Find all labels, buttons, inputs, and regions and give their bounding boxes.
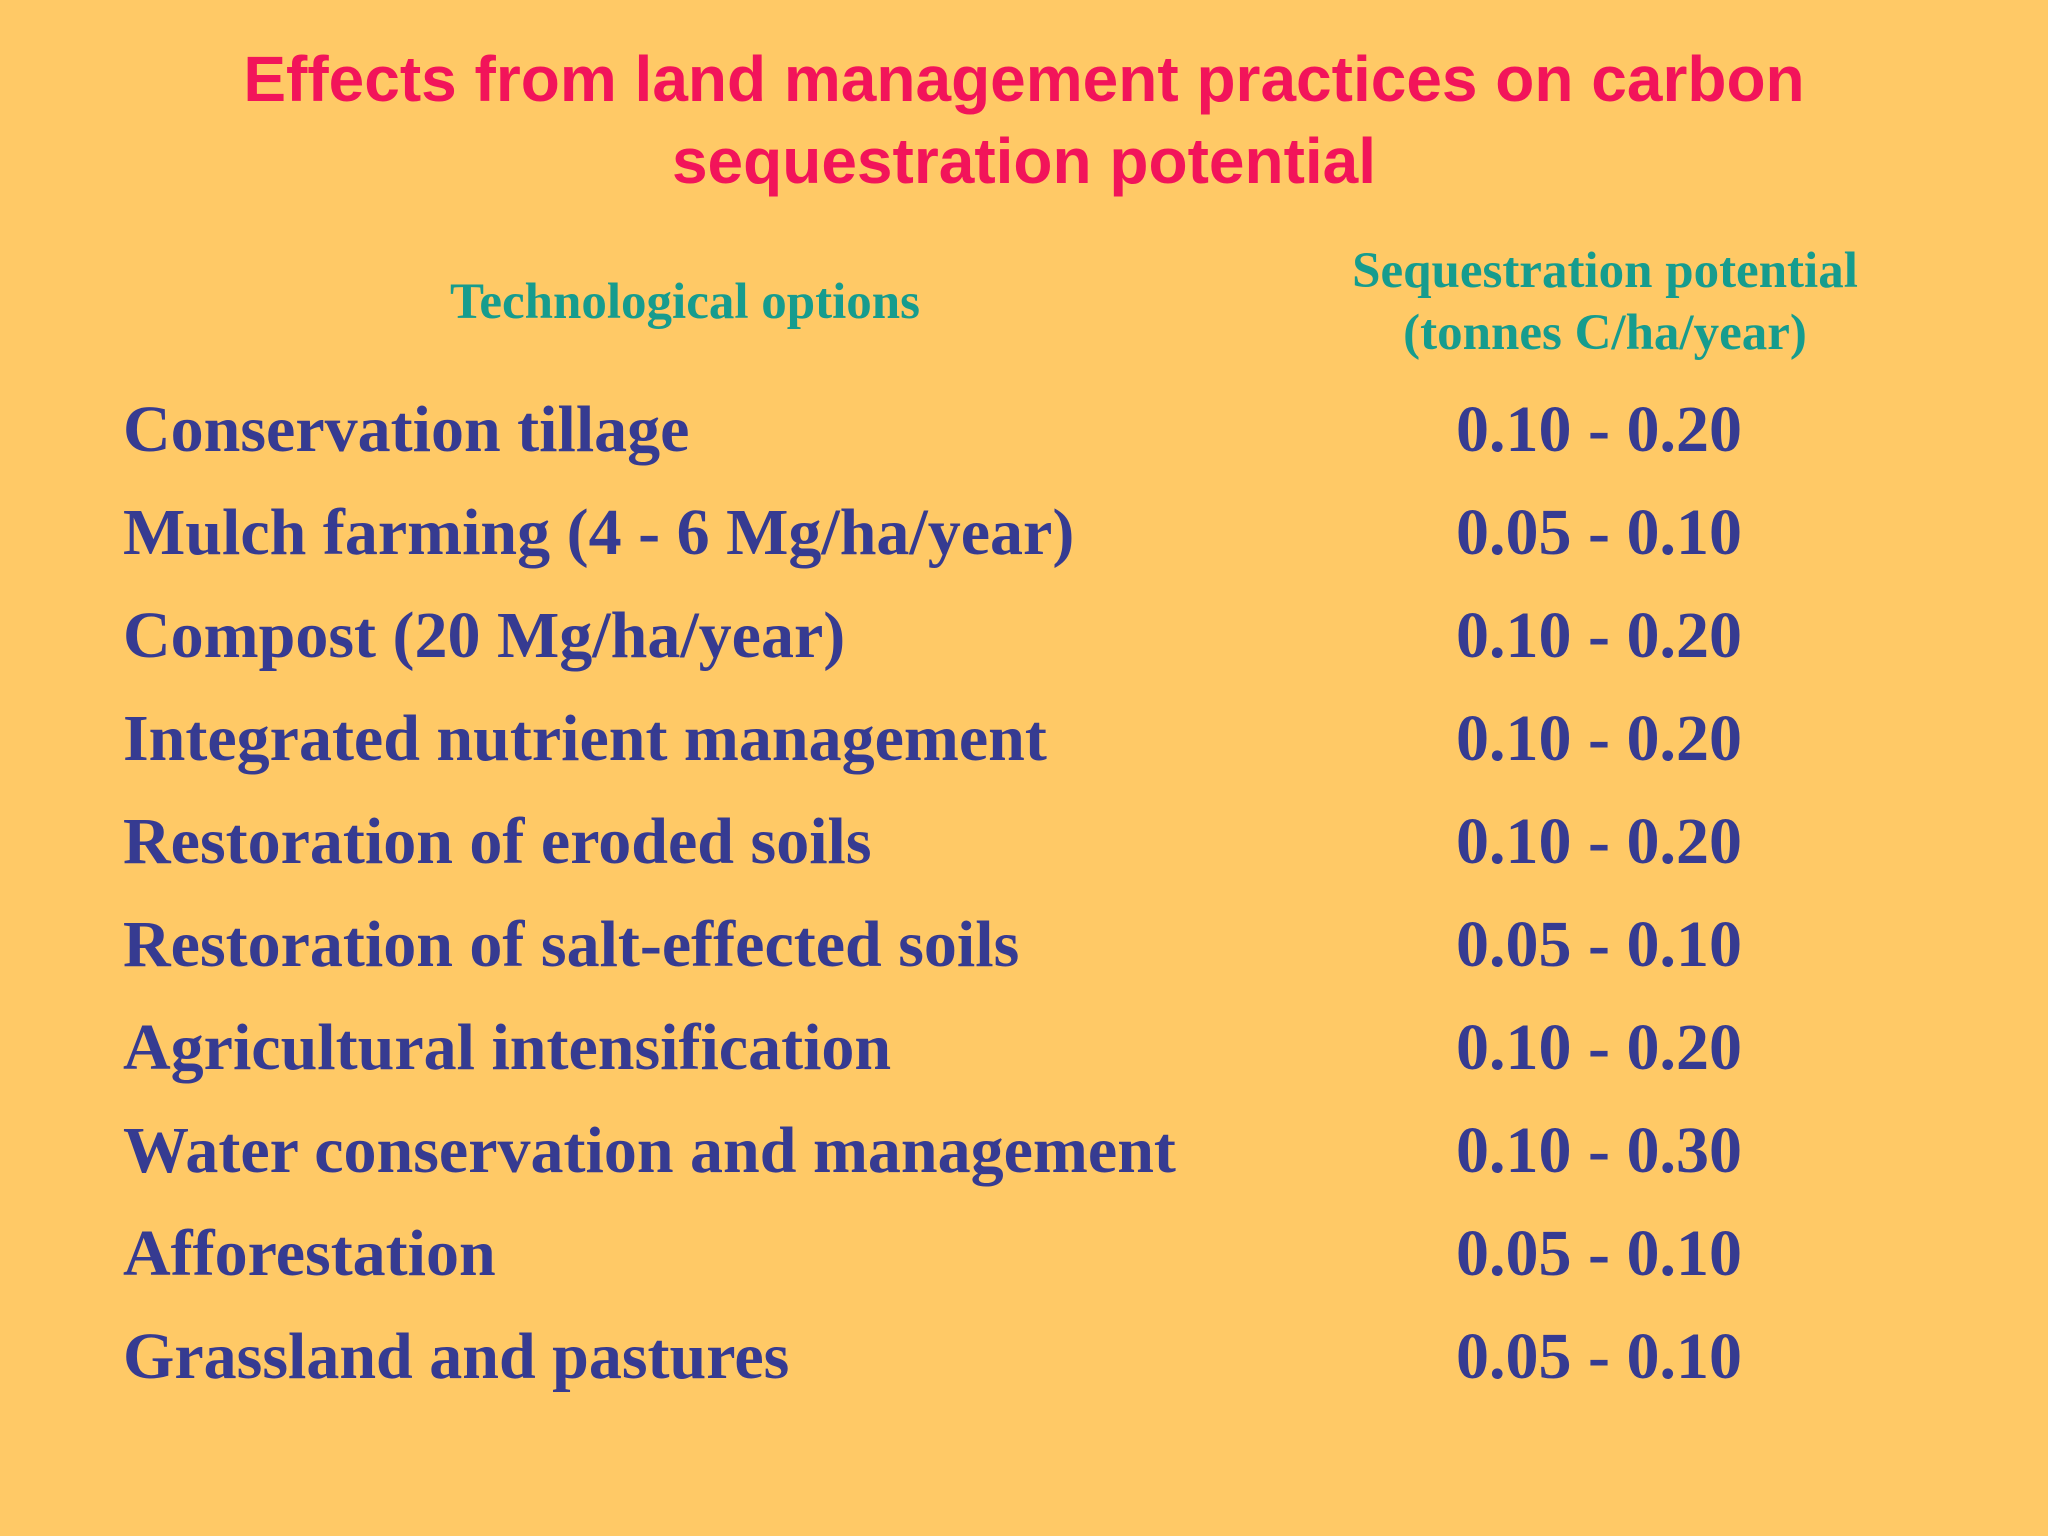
title-line-2: sequestration potential xyxy=(671,125,1377,197)
table-row: Compost (20 Mg/ha/year) 0.10 - 0.20 xyxy=(0,584,2048,687)
table-row: Agricultural intensification 0.10 - 0.20 xyxy=(0,996,2048,1099)
slide-title: Effects from land management practices o… xyxy=(0,38,2048,202)
potential-value: 0.10 - 0.30 xyxy=(1456,1114,1742,1187)
table-row: Integrated nutrient management 0.10 - 0.… xyxy=(0,687,2048,790)
potential-value: 0.10 - 0.20 xyxy=(1456,1011,1742,1084)
potential-value: 0.05 - 0.10 xyxy=(1456,1217,1742,1290)
table-row: Grassland and pastures 0.05 - 0.10 xyxy=(0,1305,2048,1408)
potential-value: 0.10 - 0.20 xyxy=(1456,599,1742,672)
option-label: Grassland and pastures xyxy=(123,1320,790,1393)
option-label: Mulch farming (4 - 6 Mg/ha/year) xyxy=(123,496,1075,569)
table-row: Water conservation and management 0.10 -… xyxy=(0,1099,2048,1202)
option-label: Compost (20 Mg/ha/year) xyxy=(123,599,846,672)
option-label: Conservation tillage xyxy=(123,393,690,466)
table-row: Conservation tillage 0.10 - 0.20 xyxy=(0,378,2048,481)
column-header-potential-line-1: Sequestration potential xyxy=(1352,243,1858,299)
column-header-potential: Sequestration potential (tonnes C/ha/yea… xyxy=(1290,240,1920,364)
potential-value: 0.05 - 0.10 xyxy=(1456,1320,1742,1393)
option-label: Restoration of salt-effected soils xyxy=(123,908,1020,981)
potential-value: 0.10 - 0.20 xyxy=(1456,702,1742,775)
potential-value: 0.05 - 0.10 xyxy=(1456,908,1742,981)
option-label: Afforestation xyxy=(123,1217,496,1290)
column-header-options: Technological options xyxy=(450,274,920,330)
option-label: Water conservation and management xyxy=(123,1114,1176,1187)
option-label: Agricultural intensification xyxy=(123,1011,892,1084)
column-header-potential-line-2: (tonnes C/ha/year) xyxy=(1403,305,1807,361)
option-label: Restoration of eroded soils xyxy=(123,805,872,878)
option-label: Integrated nutrient management xyxy=(123,702,1047,775)
potential-value: 0.10 - 0.20 xyxy=(1456,805,1742,878)
table-row: Afforestation 0.05 - 0.10 xyxy=(0,1202,2048,1305)
table-row: Mulch farming (4 - 6 Mg/ha/year) 0.05 - … xyxy=(0,481,2048,584)
potential-value: 0.05 - 0.10 xyxy=(1456,496,1742,569)
title-line-1: Effects from land management practices o… xyxy=(243,43,1805,115)
table-row: Restoration of eroded soils 0.10 - 0.20 xyxy=(0,790,2048,893)
table-row: Restoration of salt-effected soils 0.05 … xyxy=(0,893,2048,996)
potential-value: 0.10 - 0.20 xyxy=(1456,393,1742,466)
